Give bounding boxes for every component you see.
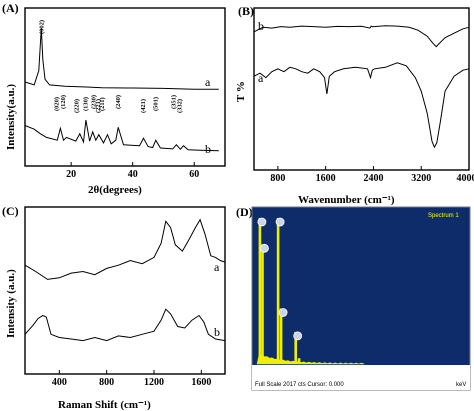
ftir-trace-a [253, 62, 470, 149]
trace-label-b: b [205, 142, 211, 156]
edx-peak [294, 331, 297, 364]
edx-peak-marker [278, 308, 288, 317]
edx-peak [279, 308, 283, 364]
panel-b-frame [253, 7, 470, 171]
xrd-trace-b [24, 119, 219, 152]
x-tick-label: 40 [128, 169, 138, 180]
x-tick-label: 20 [66, 169, 76, 180]
panel-a-frame [24, 7, 226, 167]
edx-peak-marker [275, 217, 285, 227]
x-tick-label: 2400 [363, 173, 383, 184]
panel-c-frame [24, 206, 226, 375]
edx-background-fill [256, 354, 365, 365]
trace-label-a: a [258, 71, 264, 85]
trace-label-b: b [214, 325, 220, 339]
x-tick-label: 400 [52, 377, 67, 388]
panel-a-ylabel: Intensity(a.u.) [5, 84, 17, 150]
x-tick-label: 800 [99, 377, 114, 388]
panel-d-label: (D) [236, 205, 253, 219]
peak-label: (230) [91, 95, 98, 109]
peak-label: (501) [153, 97, 160, 111]
panel-a-label: (A) [2, 1, 19, 15]
edx-peak [276, 218, 280, 364]
edx-axis-strip [252, 365, 470, 390]
ftir-trace-b [253, 25, 470, 48]
trace-label-a: a [205, 75, 211, 89]
panel-b-ylabel: T % [235, 81, 247, 102]
peak-label: (240) [115, 95, 122, 109]
raman-trace-b [24, 308, 226, 342]
panel-c-plot: a b 400 800 1200 1600 [24, 218, 226, 388]
panel-c-ylabel: Intensity (a.u.) [5, 269, 17, 338]
edx-window [251, 206, 471, 391]
edx-peak-marker [257, 217, 267, 227]
peak-label: (211) [99, 97, 106, 111]
panel-a-xlabel: 2θ(degrees) [88, 184, 142, 196]
peak-label: (130) [82, 97, 89, 111]
peak-label: (220) [74, 99, 81, 113]
edx-peak [297, 358, 301, 364]
peak-label: (332) [177, 99, 184, 113]
panel-b-label: (B) [238, 4, 254, 18]
panel-a-plot: a b (002) (020) (120) (220) (130) (230)(221)(21… [24, 20, 219, 180]
peak-label: (002) [38, 20, 45, 34]
x-tick-label: 3200 [411, 173, 431, 184]
edx-footer: Full Scale 2017 cts Cursor: 0.000 [255, 382, 344, 388]
edx-peak [258, 218, 262, 364]
edx-unit: keV [456, 382, 466, 388]
x-tick-label: 1600 [191, 377, 211, 388]
peak-label: (020) [54, 97, 61, 111]
peak-label: (120) [60, 95, 67, 109]
edx-peak-marker [293, 331, 303, 341]
peak-label: (421) [140, 99, 147, 113]
edx-peak [261, 244, 264, 364]
raman-trace-a [24, 218, 226, 280]
panel-b-xlabel: Wavenumber (cm⁻¹) [298, 194, 395, 206]
x-tick-label: 60 [189, 169, 199, 180]
panel-b-plot: b a 800 1600 2400 3200 40000 [253, 19, 474, 184]
x-tick-label: 1600 [316, 173, 336, 184]
trace-label-b: b [258, 19, 264, 33]
x-tick-label: 40000 [457, 173, 474, 184]
xrd-trace-a [24, 27, 219, 90]
panel-c-label: (C) [2, 204, 19, 218]
trace-label-a: a [214, 260, 220, 274]
panel-c-xlabel: Raman Shift (cm⁻¹) [58, 399, 151, 411]
x-tick-label: 1200 [144, 377, 164, 388]
x-tick-label: 800 [270, 173, 285, 184]
edx-spectrum-title: Spectrum 1 [428, 213, 459, 219]
peak-label: (351) [170, 95, 177, 109]
peak-label: (221) [95, 99, 102, 113]
edx-peak-marker [260, 243, 269, 253]
